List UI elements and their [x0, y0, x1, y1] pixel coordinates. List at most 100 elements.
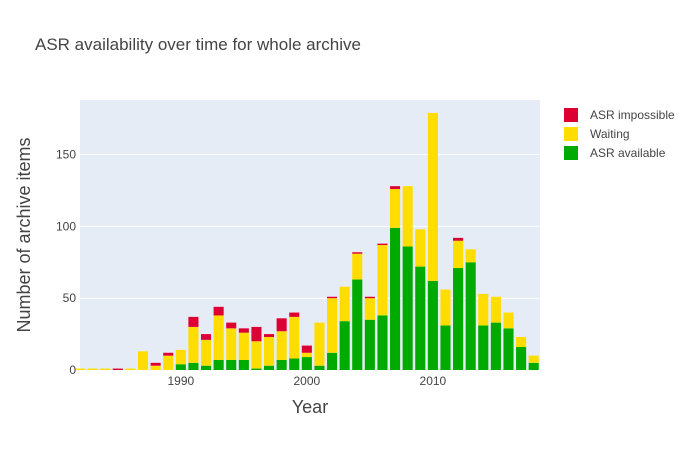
- bar-waiting-2018[interactable]: [529, 356, 539, 363]
- bar-asr-impossible-2005[interactable]: [365, 297, 375, 298]
- bar-asr-impossible-1989[interactable]: [163, 353, 173, 356]
- bar-asr-available-2007[interactable]: [390, 228, 400, 370]
- bar-asr-available-1996[interactable]: [251, 369, 261, 370]
- bar-asr-impossible-2012[interactable]: [453, 238, 463, 241]
- bar-asr-impossible-1994[interactable]: [226, 323, 236, 329]
- bar-asr-available-2013[interactable]: [466, 262, 476, 370]
- bar-asr-available-1997[interactable]: [264, 366, 274, 370]
- bar-asr-available-1998[interactable]: [277, 360, 287, 370]
- legend-swatch: [564, 146, 578, 160]
- bar-asr-impossible-1993[interactable]: [214, 307, 224, 316]
- legend-item-waiting[interactable]: Waiting: [564, 127, 630, 141]
- bar-waiting-1992[interactable]: [201, 340, 211, 366]
- bar-waiting-2006[interactable]: [377, 245, 387, 315]
- bar-waiting-2013[interactable]: [466, 249, 476, 262]
- bar-asr-available-2014[interactable]: [478, 325, 488, 370]
- bar-waiting-2001[interactable]: [314, 323, 324, 366]
- bar-waiting-1983[interactable]: [88, 369, 98, 370]
- bar-waiting-2007[interactable]: [390, 189, 400, 228]
- bar-asr-impossible-1995[interactable]: [239, 328, 249, 332]
- bar-asr-impossible-2002[interactable]: [327, 297, 337, 298]
- bar-waiting-2000[interactable]: [302, 353, 312, 357]
- bar-asr-available-1999[interactable]: [289, 359, 299, 370]
- bar-waiting-1991[interactable]: [188, 327, 198, 363]
- bar-waiting-1999[interactable]: [289, 317, 299, 359]
- bar-waiting-1986[interactable]: [125, 369, 135, 370]
- bar-asr-impossible-1985[interactable]: [113, 369, 123, 370]
- bar-waiting-2010[interactable]: [428, 113, 438, 281]
- bar-asr-available-1995[interactable]: [239, 360, 249, 370]
- bar-waiting-1997[interactable]: [264, 337, 274, 366]
- bar-waiting-1989[interactable]: [163, 356, 173, 370]
- bar-asr-available-2015[interactable]: [491, 323, 501, 370]
- bar-waiting-1996[interactable]: [251, 341, 261, 368]
- bar-asr-impossible-2004[interactable]: [352, 252, 362, 253]
- bar-asr-impossible-2007[interactable]: [390, 186, 400, 189]
- bar-waiting-1994[interactable]: [226, 328, 236, 360]
- x-axis-ticks: 1990 2000 2010: [167, 374, 446, 388]
- chart-title: ASR availability over time for whole arc…: [35, 35, 361, 54]
- bar-waiting-1990[interactable]: [176, 350, 186, 364]
- bar-waiting-2011[interactable]: [440, 290, 450, 326]
- bar-asr-impossible-1998[interactable]: [277, 318, 287, 331]
- bar-asr-impossible-1996[interactable]: [251, 327, 261, 341]
- bar-asr-impossible-1999[interactable]: [289, 313, 299, 317]
- bar-waiting-2015[interactable]: [491, 297, 501, 323]
- bar-asr-available-1991[interactable]: [188, 363, 198, 370]
- bar-asr-impossible-2006[interactable]: [377, 244, 387, 245]
- bar-asr-impossible-1988[interactable]: [151, 363, 161, 366]
- bar-asr-available-2002[interactable]: [327, 353, 337, 370]
- bar-asr-available-1994[interactable]: [226, 360, 236, 370]
- bar-waiting-1982[interactable]: [75, 369, 85, 370]
- legend-label: Waiting: [590, 127, 630, 141]
- bar-waiting-1998[interactable]: [277, 331, 287, 360]
- bar-waiting-1987[interactable]: [138, 351, 148, 370]
- bar-waiting-2003[interactable]: [340, 287, 350, 321]
- legend-label: ASR impossible: [590, 108, 675, 122]
- bar-asr-impossible-1992[interactable]: [201, 334, 211, 340]
- bar-waiting-2004[interactable]: [352, 254, 362, 280]
- bar-waiting-2005[interactable]: [365, 298, 375, 320]
- bar-asr-available-2000[interactable]: [302, 357, 312, 370]
- bar-asr-available-2004[interactable]: [352, 280, 362, 370]
- bar-asr-available-2003[interactable]: [340, 321, 350, 370]
- bar-asr-available-2001[interactable]: [314, 366, 324, 370]
- legend-item-asr-available[interactable]: ASR available: [564, 146, 666, 160]
- bar-asr-available-2011[interactable]: [440, 325, 450, 370]
- bar-asr-available-2008[interactable]: [403, 246, 413, 370]
- legend-item-asr-impossible[interactable]: ASR impossible: [564, 108, 675, 122]
- bar-asr-impossible-1997[interactable]: [264, 334, 274, 337]
- bar-waiting-1988[interactable]: [151, 366, 161, 370]
- bar-waiting-2016[interactable]: [503, 313, 513, 329]
- bar-waiting-1995[interactable]: [239, 333, 249, 360]
- legend[interactable]: ASR impossible Waiting ASR available: [564, 108, 675, 160]
- bar-waiting-2017[interactable]: [516, 337, 526, 347]
- y-tick-label: 50: [63, 291, 77, 305]
- bar-waiting-2002[interactable]: [327, 298, 337, 353]
- y-axis-ticks: 050100150: [56, 148, 76, 377]
- y-tick-label: 100: [56, 219, 76, 233]
- bar-waiting-1984[interactable]: [100, 369, 110, 370]
- bar-asr-available-2012[interactable]: [453, 268, 463, 370]
- bar-asr-available-2017[interactable]: [516, 347, 526, 370]
- bar-asr-available-1990[interactable]: [176, 364, 186, 370]
- bar-waiting-1993[interactable]: [214, 315, 224, 360]
- bar-asr-available-2018[interactable]: [529, 363, 539, 370]
- x-tick-label: 1990: [167, 374, 194, 388]
- bar-asr-impossible-1991[interactable]: [188, 317, 198, 327]
- bar-waiting-2012[interactable]: [453, 241, 463, 268]
- bar-waiting-2009[interactable]: [415, 229, 425, 266]
- bar-waiting-2008[interactable]: [403, 186, 413, 246]
- bar-asr-available-2016[interactable]: [503, 328, 513, 370]
- bar-asr-available-2006[interactable]: [377, 315, 387, 370]
- bar-asr-available-2009[interactable]: [415, 267, 425, 370]
- x-tick-label: 2010: [420, 374, 447, 388]
- bar-asr-available-2010[interactable]: [428, 281, 438, 370]
- bar-waiting-2014[interactable]: [478, 294, 488, 326]
- bar-asr-available-1992[interactable]: [201, 366, 211, 370]
- legend-label: ASR available: [590, 146, 666, 160]
- bar-asr-available-2005[interactable]: [365, 320, 375, 370]
- bar-asr-impossible-2000[interactable]: [302, 346, 312, 353]
- bar-asr-available-1993[interactable]: [214, 360, 224, 370]
